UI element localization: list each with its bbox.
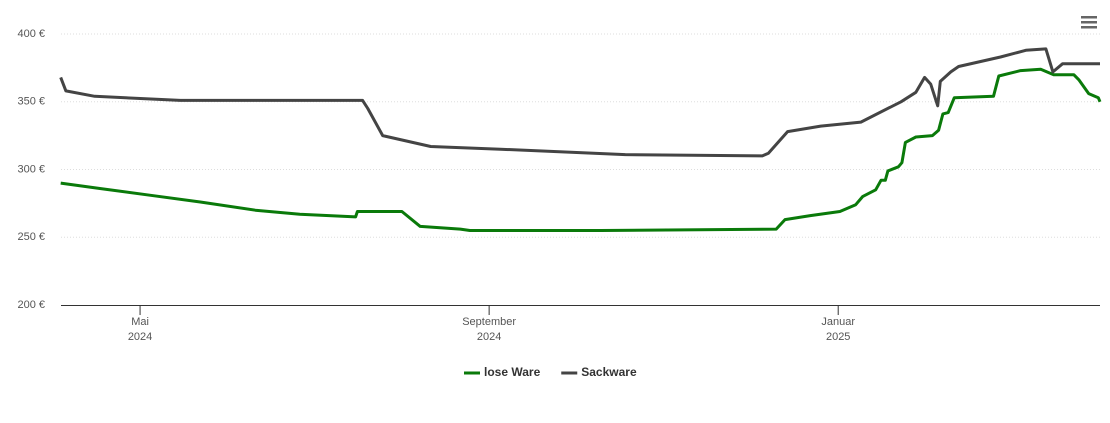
x-tick-label: Januar [821,316,855,328]
y-tick-label: 200 € [17,299,45,311]
menu-button[interactable] [1078,12,1100,32]
x-tick-label: Mai [131,316,149,328]
x-tick-label: 2024 [477,331,501,343]
y-tick-label: 400 € [17,28,45,40]
menu-bar [1081,26,1097,29]
menu-bar [1081,21,1097,24]
y-tick-label: 250 € [17,231,45,243]
series-line [59,47,1100,158]
series-line [60,67,1102,232]
y-tick-label: 350 € [17,96,45,108]
legend-label: Sackware [581,365,637,379]
legend-label: lose Ware [484,365,541,379]
y-tick-label: 300 € [17,163,45,175]
x-tick-label: 2025 [826,331,850,343]
x-tick-label: 2024 [128,331,152,343]
x-tick-label: September [462,316,516,328]
menu-bar [1081,16,1097,19]
